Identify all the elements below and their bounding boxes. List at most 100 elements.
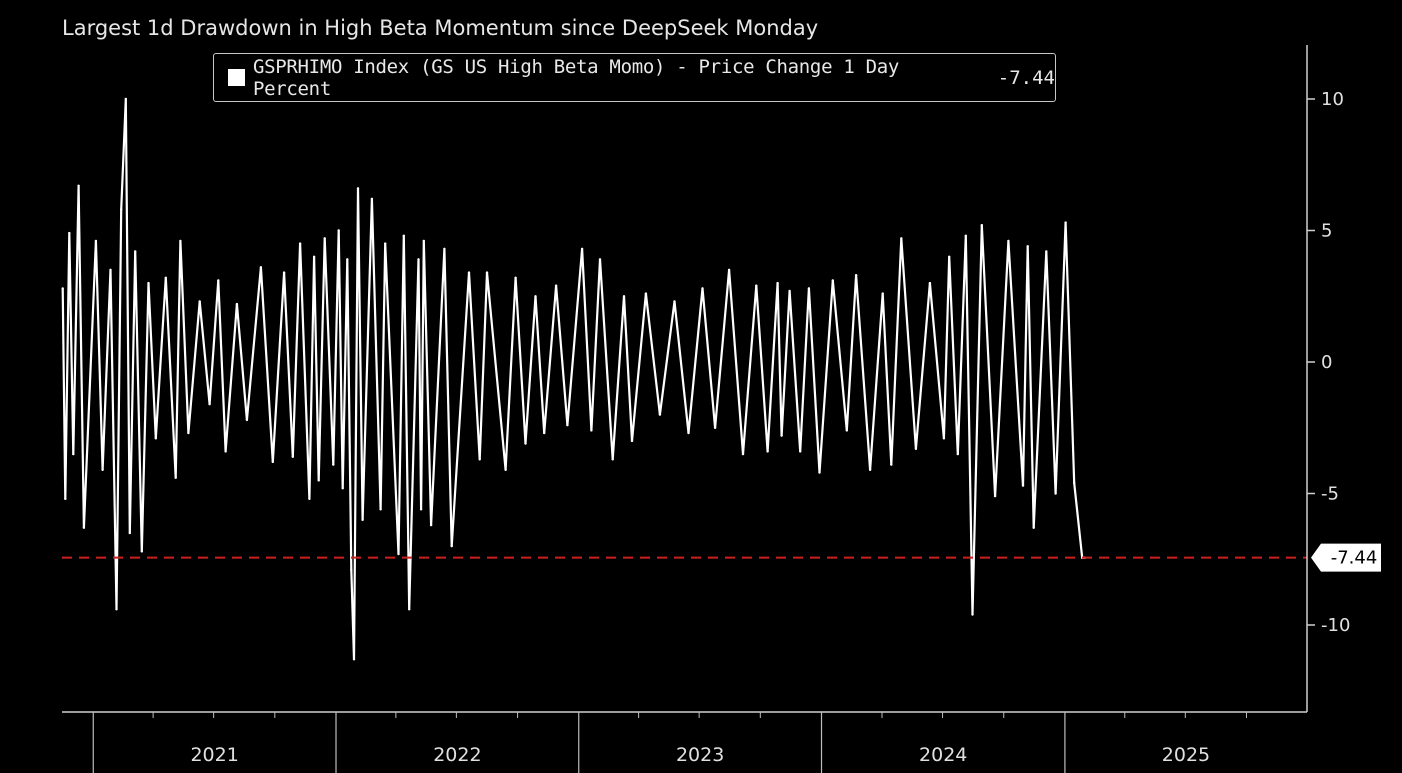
data-point — [630, 439, 634, 443]
legend-last-value: -7.44 — [997, 66, 1055, 89]
reference-layer: -7.44 — [62, 543, 1381, 572]
data-point — [881, 292, 884, 295]
data-point — [101, 468, 104, 471]
data-point — [948, 255, 951, 258]
data-point — [419, 508, 423, 511]
data-point — [422, 239, 425, 243]
data-point — [109, 268, 112, 272]
y-tick-label: -10 — [1321, 615, 1350, 636]
value-callout-box — [1311, 543, 1381, 572]
data-point — [397, 552, 400, 556]
data-point — [450, 544, 453, 548]
data-point — [914, 447, 918, 450]
data-point — [68, 231, 71, 235]
data-point — [77, 184, 80, 187]
y-tick-label: 10 — [1321, 89, 1344, 110]
legend: GSPRHIMO Index (GS US High Beta Momo) - … — [213, 53, 1056, 102]
data-point — [788, 289, 791, 293]
data-point — [224, 450, 227, 453]
data-point — [1073, 481, 1076, 485]
data-point — [94, 239, 98, 243]
data-point — [417, 258, 420, 261]
data-point — [590, 429, 593, 432]
data-point — [187, 431, 190, 435]
data-point — [352, 658, 356, 661]
data-point — [259, 266, 263, 269]
chart-title: Largest 1d Drawdown in High Beta Momentu… — [62, 16, 819, 40]
data-point — [644, 292, 648, 295]
data-point — [478, 458, 481, 461]
data-point — [766, 450, 769, 453]
data-point — [514, 276, 517, 279]
series-line — [61, 97, 1085, 661]
data-point — [72, 452, 75, 456]
data-point — [408, 608, 411, 611]
x-tick-label: 2023 — [676, 744, 724, 766]
data-point — [317, 479, 320, 482]
data-point — [993, 494, 997, 498]
data-point — [755, 284, 758, 287]
data-point — [124, 97, 128, 101]
data-point — [854, 274, 858, 277]
data-layer — [61, 97, 1087, 661]
data-point — [673, 300, 676, 303]
data-point — [134, 250, 137, 253]
data-point — [115, 608, 118, 611]
data-point — [174, 476, 177, 479]
data-point — [727, 268, 731, 272]
data-point — [337, 229, 340, 232]
data-point — [485, 271, 489, 274]
data-point — [942, 437, 946, 440]
data-point — [64, 497, 67, 500]
axes: 10 5 0 -5 -10 2021 2022 2023 2024 2025 — [62, 45, 1350, 773]
x-tick-label: 2022 — [433, 744, 481, 766]
data-point — [1045, 250, 1048, 253]
data-point — [82, 526, 86, 529]
data-point — [245, 418, 249, 422]
data-point — [198, 300, 201, 303]
x-tick-label: 2021 — [190, 744, 238, 766]
data-point — [524, 442, 527, 445]
data-point — [61, 287, 64, 290]
data-point — [271, 460, 274, 464]
data-point — [1032, 526, 1035, 529]
data-point — [467, 271, 471, 274]
data-point — [346, 258, 349, 261]
data-point — [964, 234, 967, 237]
data-point — [235, 302, 239, 306]
data-point — [543, 431, 546, 435]
data-point — [443, 247, 446, 251]
data-point — [890, 463, 893, 466]
data-point — [534, 295, 537, 298]
data-point — [780, 434, 783, 437]
data-point — [179, 239, 182, 243]
data-point — [566, 423, 569, 427]
data-point — [1021, 484, 1025, 487]
data-point — [980, 224, 983, 227]
data-point — [713, 426, 717, 429]
x-tick-label: 2024 — [919, 744, 967, 766]
data-point — [845, 429, 848, 432]
data-point — [361, 518, 364, 521]
data-point — [622, 295, 626, 298]
y-tick-label: -5 — [1321, 484, 1339, 505]
data-point — [308, 497, 311, 500]
data-point — [120, 208, 123, 211]
data-point — [868, 468, 872, 471]
data-point — [598, 258, 602, 261]
value-callout-label: -7.44 — [1331, 548, 1378, 569]
data-point — [956, 452, 959, 456]
data-point — [658, 413, 662, 416]
data-point — [1007, 239, 1010, 243]
data-point — [831, 279, 834, 282]
data-point — [341, 487, 344, 490]
data-point — [356, 187, 360, 190]
data-point — [554, 284, 558, 287]
data-point — [1026, 245, 1029, 248]
data-point — [741, 452, 745, 456]
data-point — [147, 281, 150, 285]
data-point — [282, 271, 286, 274]
y-tick-label: 0 — [1321, 352, 1332, 373]
data-point — [928, 281, 932, 285]
